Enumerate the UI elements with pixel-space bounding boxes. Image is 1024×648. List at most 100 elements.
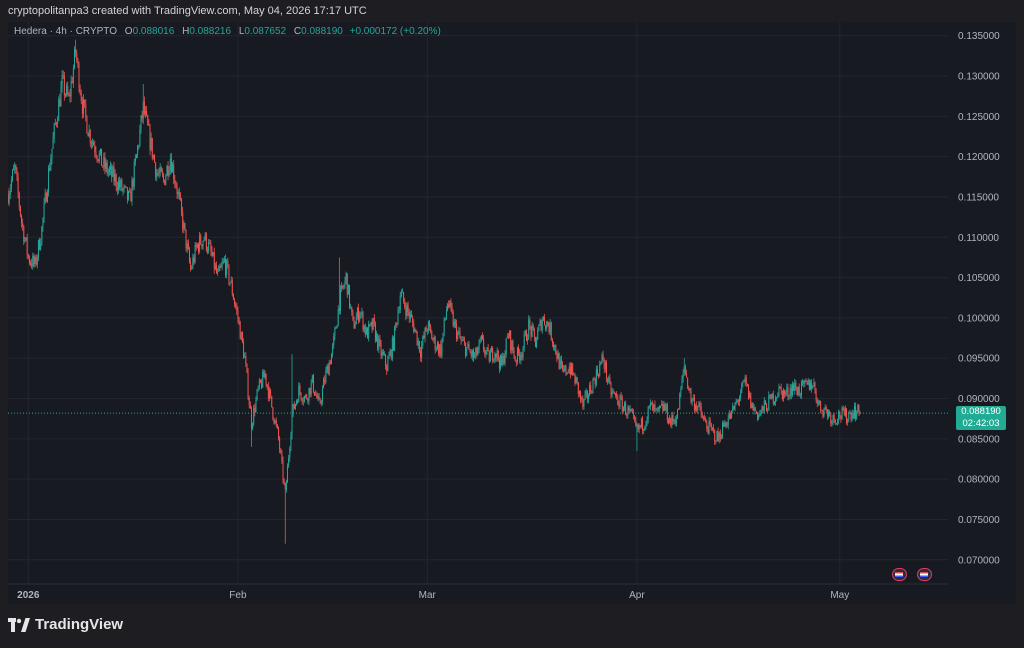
y-tick-label: 0.070000 bbox=[958, 555, 1000, 566]
candle-body bbox=[460, 337, 462, 341]
candle-body bbox=[420, 351, 422, 358]
candle-body bbox=[850, 412, 852, 420]
event-flag-icon[interactable] bbox=[917, 568, 932, 581]
candle-body bbox=[780, 387, 782, 391]
close-value: 0.088190 bbox=[301, 26, 343, 37]
ohlc-legend: Hedera · 4h · CRYPTO O0.088016 H0.088216… bbox=[14, 26, 441, 37]
candle-body bbox=[46, 192, 48, 202]
candle-body bbox=[240, 332, 242, 340]
candle-body bbox=[391, 337, 393, 359]
candle-body bbox=[445, 310, 447, 318]
candle-body bbox=[26, 237, 28, 255]
candle-body bbox=[528, 319, 530, 339]
candle-body bbox=[536, 339, 538, 347]
candle-body bbox=[10, 179, 12, 189]
candle-body bbox=[849, 412, 851, 414]
candle-body bbox=[518, 347, 520, 354]
candle-body bbox=[317, 395, 319, 399]
candle-body bbox=[217, 271, 219, 273]
candle-body bbox=[722, 422, 724, 439]
candle-body bbox=[442, 332, 444, 341]
candle-body bbox=[33, 255, 35, 264]
candle-body bbox=[161, 171, 163, 175]
candle-body bbox=[191, 267, 193, 269]
candle-body bbox=[583, 399, 585, 407]
candle-body bbox=[673, 420, 675, 422]
candle-body bbox=[409, 314, 411, 319]
candle-body bbox=[519, 353, 521, 360]
candle-body bbox=[12, 170, 14, 180]
attribution-bar: cryptopolitanpa3 created with TradingVie… bbox=[0, 0, 1024, 22]
candle-body bbox=[360, 313, 362, 315]
candle-body bbox=[563, 368, 565, 371]
candle-body bbox=[283, 480, 285, 483]
candle-body bbox=[261, 382, 263, 388]
candle-body bbox=[48, 167, 50, 193]
candle-body bbox=[284, 482, 286, 490]
candle-body bbox=[749, 392, 751, 399]
candle-body bbox=[626, 414, 628, 416]
candle-body bbox=[799, 395, 801, 396]
candle-body bbox=[287, 465, 289, 483]
candle-body bbox=[157, 173, 159, 175]
candle-body bbox=[493, 359, 495, 361]
candle-body bbox=[97, 159, 99, 161]
candle-body bbox=[439, 344, 441, 354]
candle-body bbox=[539, 320, 541, 326]
candle-body bbox=[352, 311, 354, 320]
event-flag-icon[interactable] bbox=[892, 568, 907, 581]
candle-body bbox=[693, 397, 695, 410]
candle-body bbox=[771, 393, 773, 399]
candle-body bbox=[103, 157, 105, 167]
candle-body bbox=[665, 404, 667, 411]
candle-body bbox=[769, 394, 771, 396]
candle-body bbox=[580, 391, 582, 400]
tradingview-brand[interactable]: TradingView bbox=[8, 616, 123, 633]
candle-body bbox=[266, 384, 268, 387]
candle-body bbox=[538, 325, 540, 331]
candle-body bbox=[669, 418, 671, 424]
candle-body bbox=[404, 301, 406, 308]
candle-body bbox=[819, 400, 821, 403]
candle-body bbox=[285, 482, 287, 490]
bar-countdown: 02:42:03 bbox=[962, 418, 1000, 430]
candle-body bbox=[42, 217, 44, 227]
candle-body bbox=[595, 369, 597, 385]
candle-body bbox=[106, 162, 108, 174]
candle-body bbox=[655, 408, 657, 410]
candle-body bbox=[381, 351, 383, 356]
candle-body bbox=[250, 408, 252, 429]
candle-body bbox=[84, 99, 86, 104]
candle-body bbox=[813, 382, 815, 387]
candlestick-chart[interactable]: 0.135000 0.130000 0.125000 0.120000 0.115000… bbox=[8, 22, 1016, 604]
candle-body bbox=[791, 384, 793, 396]
candle-body bbox=[165, 175, 167, 185]
candle-body bbox=[753, 407, 755, 411]
candle-body bbox=[619, 395, 621, 407]
candle-body bbox=[701, 414, 703, 419]
candle-body bbox=[59, 99, 61, 107]
candle-body bbox=[725, 422, 727, 427]
chart-panel[interactable]: 0.135000 0.130000 0.125000 0.120000 0.115000… bbox=[8, 22, 1016, 604]
candle-body bbox=[469, 349, 471, 352]
candle-body bbox=[301, 399, 303, 402]
candle-body bbox=[754, 407, 756, 411]
candle-body bbox=[627, 407, 629, 416]
candle-body bbox=[484, 349, 486, 355]
candle-body bbox=[505, 338, 507, 355]
candle-body bbox=[761, 406, 763, 411]
candle-body bbox=[824, 407, 826, 409]
candle-body bbox=[71, 81, 73, 83]
candle-body bbox=[828, 411, 830, 417]
candle-body bbox=[789, 387, 791, 397]
candle-body bbox=[78, 63, 80, 89]
candle-body bbox=[478, 340, 480, 350]
candle-body bbox=[330, 353, 332, 365]
candle-body bbox=[279, 438, 281, 450]
candle-body bbox=[225, 259, 227, 275]
candle-body bbox=[699, 402, 701, 407]
candle-body bbox=[545, 325, 547, 329]
candle-body bbox=[319, 399, 321, 404]
candle-body bbox=[201, 244, 203, 247]
candle-body bbox=[50, 159, 52, 171]
